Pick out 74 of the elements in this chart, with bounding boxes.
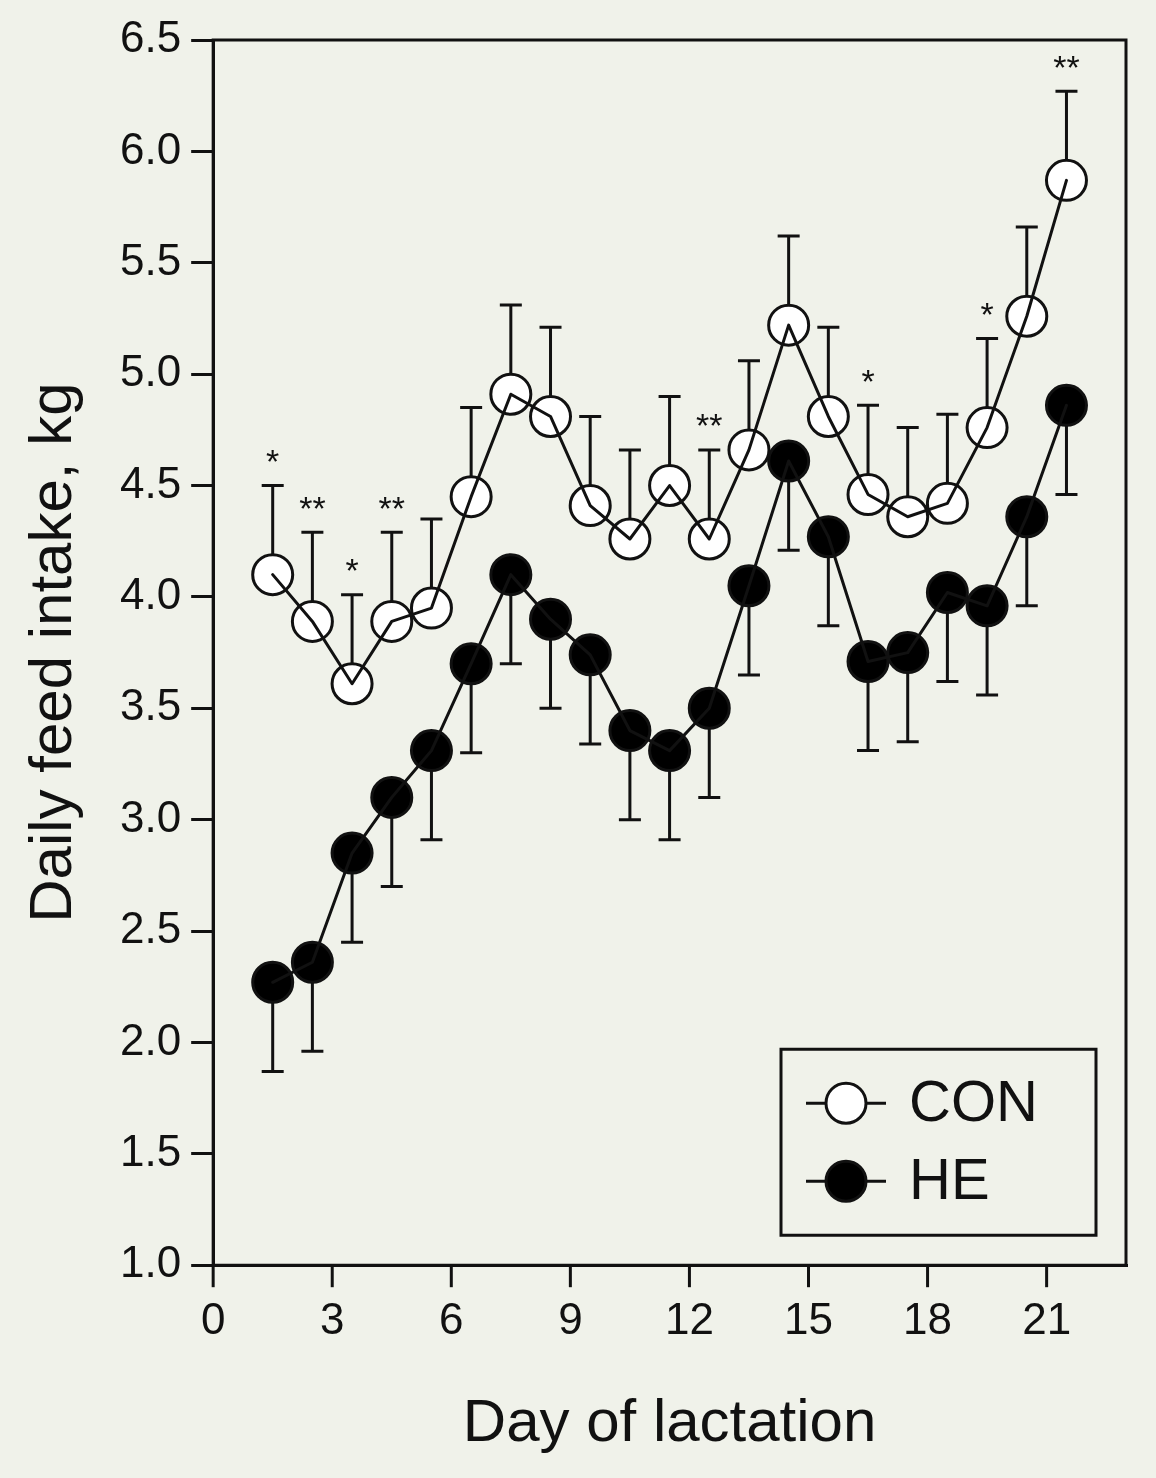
point [449, 475, 493, 519]
point [687, 517, 731, 561]
point [568, 484, 612, 528]
x-tick-label: 21 [1022, 1293, 1072, 1343]
point [727, 428, 771, 472]
point [846, 640, 890, 684]
point [489, 372, 533, 416]
legend-label: CON [909, 1068, 1038, 1134]
annotation: ** [1053, 47, 1080, 86]
x-tick-label: 12 [664, 1293, 714, 1343]
annotation: * [345, 551, 359, 590]
x-axis-title: Day of lactation [462, 1386, 877, 1454]
point [370, 599, 414, 643]
point [1044, 158, 1088, 202]
point [648, 464, 692, 508]
y-tick-label: 4.0 [119, 569, 182, 619]
x-tick-label: 0 [200, 1293, 226, 1343]
point [925, 570, 969, 614]
point [806, 515, 850, 559]
point [727, 564, 771, 608]
point [290, 599, 334, 643]
point [925, 481, 969, 525]
x-tick-label: 18 [903, 1293, 953, 1343]
point [529, 394, 573, 438]
point [251, 553, 295, 597]
point [489, 553, 533, 597]
point [409, 586, 453, 630]
y-tick-label: 2.5 [119, 903, 182, 953]
point [449, 642, 493, 686]
y-tick-label: 5.5 [119, 234, 182, 284]
point [1044, 383, 1088, 427]
legend-label: HE [909, 1146, 990, 1212]
point [251, 960, 295, 1004]
x-tick-label: 3 [319, 1293, 345, 1343]
annotation: ** [696, 406, 723, 445]
point [1005, 495, 1049, 539]
point [965, 584, 1009, 628]
x-tick-label: 9 [558, 1293, 583, 1343]
y-tick-label: 1.0 [119, 1237, 182, 1287]
y-tick-label: 3.0 [119, 791, 182, 841]
point [608, 709, 652, 753]
annotation: ** [299, 488, 326, 527]
y-tick-label: 1.5 [119, 1125, 182, 1175]
point [290, 940, 334, 984]
point [608, 517, 652, 561]
point [806, 394, 850, 438]
point [370, 775, 414, 819]
point [886, 631, 930, 675]
annotation: * [861, 361, 875, 400]
x-tick-label: 15 [784, 1293, 833, 1343]
annotation: * [266, 441, 280, 480]
x-tick-label: 6 [439, 1293, 464, 1343]
point [648, 729, 692, 773]
y-tick-label: 6.0 [119, 123, 182, 173]
point [965, 406, 1009, 450]
point [529, 597, 573, 641]
point [330, 662, 374, 706]
point [330, 831, 374, 875]
point [1005, 294, 1049, 338]
point [886, 495, 930, 539]
y-tick-label: 6.5 [119, 12, 182, 62]
y-tick-label: 3.5 [119, 680, 182, 730]
annotation: ** [378, 488, 405, 527]
y-tick-label: 5.0 [119, 346, 182, 396]
point [687, 686, 731, 730]
point [767, 439, 811, 483]
point [846, 472, 890, 516]
point [767, 303, 811, 347]
annotation: * [980, 294, 994, 333]
y-tick-label: 4.5 [119, 457, 182, 507]
y-axis-title: Daily feed intake, kg [16, 382, 84, 923]
y-tick-label: 2.0 [119, 1014, 182, 1064]
point [409, 729, 453, 773]
point [568, 633, 612, 677]
